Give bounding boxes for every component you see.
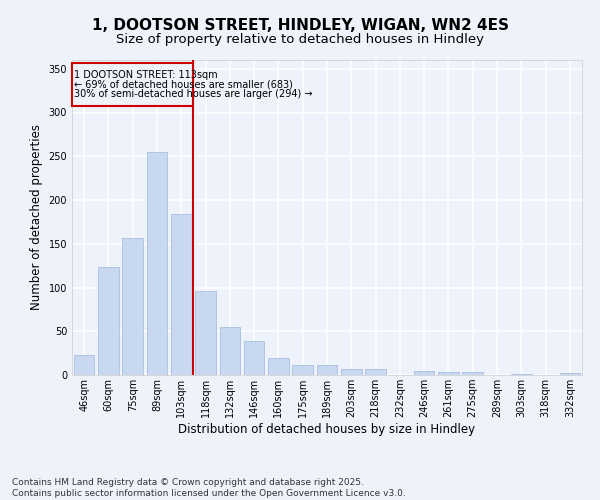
Text: 30% of semi-detached houses are larger (294) →: 30% of semi-detached houses are larger (… (74, 89, 313, 99)
X-axis label: Distribution of detached houses by size in Hindley: Distribution of detached houses by size … (178, 423, 476, 436)
Bar (122, 238, 143, 375)
Bar (365, 369, 386, 375)
Bar (414, 370, 434, 375)
Bar (268, 358, 289, 375)
Text: ← 69% of detached houses are smaller (683): ← 69% of detached houses are smaller (68… (74, 79, 293, 89)
Text: Size of property relative to detached houses in Hindley: Size of property relative to detached ho… (116, 32, 484, 46)
Bar (438, 372, 459, 375)
Bar (292, 366, 313, 375)
Bar (171, 214, 191, 375)
Bar (220, 327, 240, 375)
Bar (341, 369, 362, 375)
Bar (98, 268, 119, 375)
Bar (317, 366, 337, 375)
Bar (74, 355, 94, 375)
Bar (72, 62, 193, 106)
Y-axis label: Number of detached properties: Number of detached properties (30, 124, 43, 310)
Bar (463, 372, 483, 375)
Bar (146, 152, 167, 375)
Text: 1 DOOTSON STREET: 113sqm: 1 DOOTSON STREET: 113sqm (74, 70, 218, 80)
Text: 1, DOOTSON STREET, HINDLEY, WIGAN, WN2 4ES: 1, DOOTSON STREET, HINDLEY, WIGAN, WN2 4… (91, 18, 509, 32)
Bar (511, 374, 532, 375)
Bar (195, 291, 216, 375)
Bar (244, 341, 265, 375)
Bar (560, 373, 580, 375)
Text: Contains HM Land Registry data © Crown copyright and database right 2025.
Contai: Contains HM Land Registry data © Crown c… (12, 478, 406, 498)
